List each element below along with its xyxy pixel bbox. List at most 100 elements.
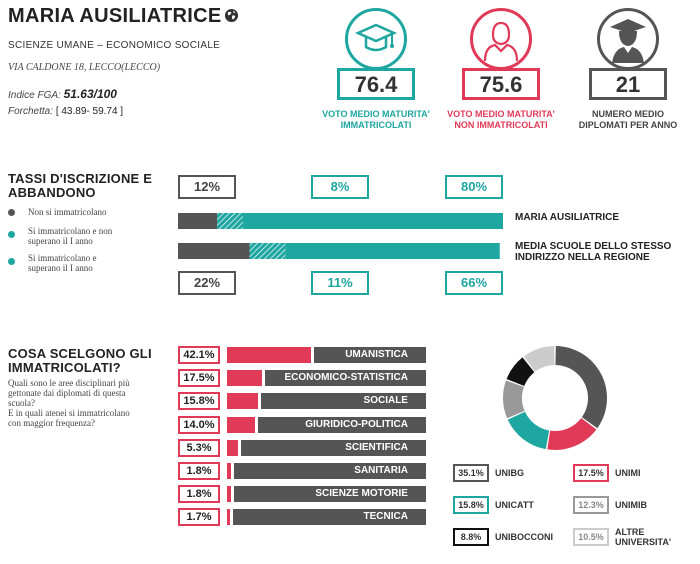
- donut-slice-unimi: [547, 417, 597, 451]
- universities-donut: [502, 346, 607, 451]
- school-bar-segment-not-enrolled: [178, 213, 217, 229]
- question1-line1: Quali sono le aree disciplinari più: [8, 378, 130, 388]
- legend-dropout: Si immatricolano e non superano il I ann…: [28, 226, 112, 246]
- question2-line2: con maggior frequenza?: [8, 418, 95, 428]
- university-label: UNICATT: [495, 500, 534, 510]
- area-pct: 1.7%: [178, 508, 220, 527]
- area-pct: 1.8%: [178, 485, 220, 504]
- region-bar-segment-not-enrolled: [178, 243, 250, 259]
- stat-label-line2: DIPLOMATI PER ANNO: [578, 120, 678, 130]
- region-pct-not-enrolled: 22%: [178, 271, 236, 295]
- graduation-cap-icon: [354, 23, 398, 52]
- fga-label: Indice FGA:: [8, 90, 61, 101]
- region-bar-segment-dropout: [249, 243, 286, 259]
- donut-slice-unicatt: [507, 411, 550, 450]
- enrollment-title-line1: TASSI D'ISCRIZIONE E: [8, 171, 153, 186]
- area-bar: [227, 486, 231, 503]
- area-label: ECONOMICO-STATISTICA: [264, 370, 426, 387]
- globe-icon[interactable]: [224, 8, 239, 23]
- legend-not-enrolled: Non si immatricolano: [28, 207, 107, 217]
- choices-question: Quali sono le aree disciplinari più gett…: [8, 378, 130, 428]
- school-pct-dropout: 8%: [311, 175, 369, 199]
- school-bar-segment-dropout: [217, 213, 243, 229]
- school-bar-label: MARIA AUSILIATRICE: [515, 212, 620, 223]
- area-label: SANITARIA: [233, 463, 426, 479]
- university-label: UNIMI: [615, 468, 641, 478]
- university-pct: 10.5%: [573, 528, 609, 546]
- university-pct: 8.8%: [453, 528, 489, 546]
- region-bar-label-line2: INDIRIZZO NELLA REGIONE: [515, 252, 650, 263]
- enrollment-title: TASSI D'ISCRIZIONE E ABBANDONO: [8, 172, 152, 200]
- region-bar-label-line1: MEDIA SCUOLE DELLO STESSO: [515, 241, 672, 252]
- legend-passed: Si immatricolano e superano il I anno: [28, 253, 96, 273]
- area-pct: 17.5%: [178, 369, 220, 388]
- legend-dot-dropout: [8, 231, 15, 238]
- choices-title-line1: COSA SCELGONO GLI: [8, 346, 152, 361]
- area-label: SOCIALE: [261, 393, 426, 410]
- stat-label-non-immatricolati: VOTO MEDIO MATURITA' NON IMMATRICOLATI: [431, 109, 571, 131]
- area-label: TECNICA: [233, 509, 426, 526]
- choices-title-line2: IMMATRICOLATI?: [8, 360, 121, 375]
- area-bar: [227, 439, 238, 456]
- stat-value-immatricolati: 76.4: [337, 68, 415, 100]
- stat-label-diplomati: NUMERO MEDIO DIPLOMATI PER ANNO: [558, 109, 698, 131]
- fga-index: Indice FGA: 51.63/100: [8, 87, 117, 101]
- area-pct: 42.1%: [178, 346, 220, 364]
- area-label: UMANISTICA: [313, 347, 426, 363]
- legend-dot-passed: [8, 258, 15, 265]
- donut-slice-unibg: [555, 346, 607, 429]
- region-stacked-bar: [178, 243, 500, 259]
- legend-dropout-line2: superano il I anno: [28, 236, 93, 246]
- area-pct: 1.8%: [178, 462, 220, 480]
- area-label: GIURIDICO-POLITICA: [257, 416, 426, 433]
- legend-passed-line2: superano il I anno: [28, 263, 93, 273]
- question1-line2: gettonate dai diplomati di questa: [8, 388, 126, 398]
- legend-passed-line1: Si immatricolano e: [28, 253, 97, 263]
- region-bar-segment-passed: [285, 243, 500, 259]
- forchetta-label: Forchetta:: [8, 106, 54, 117]
- university-label: UNIBG: [495, 468, 524, 478]
- fga-value: 51.63/100: [63, 87, 117, 101]
- school-pct-not-enrolled: 12%: [178, 175, 236, 199]
- region-pct-passed: 66%: [445, 271, 503, 295]
- stat-label-line2: NON IMMATRICOLATI: [454, 120, 548, 130]
- university-pct: 15.8%: [453, 496, 489, 514]
- legend-dot-not-enrolled: [8, 209, 15, 216]
- stat-value-diplomati: 21: [589, 68, 667, 100]
- stat-label-line1: VOTO MEDIO MATURITA': [322, 109, 430, 119]
- stat-value-non-immatricolati: 75.6: [462, 68, 540, 100]
- person-icon: [483, 21, 519, 62]
- question2-line1: E in quali atenei si immatricolano: [8, 408, 130, 418]
- university-pct: 12.3%: [573, 496, 609, 514]
- area-pct: 15.8%: [178, 392, 220, 411]
- university-label: ALTRE UNIVERSITA': [615, 527, 671, 547]
- universities-legend: 35.1% UNIBG 17.5% UNIMI 15.8% UNICATT 12.3% UNI…: [453, 464, 693, 554]
- area-bar: [227, 347, 311, 363]
- school-name: MARIA AUSILIATRICE: [8, 5, 222, 27]
- question1-line3: scuola?: [8, 398, 35, 408]
- stat-label-line2: IMMATRICOLATI: [340, 120, 412, 130]
- university-label: UNIBOCCONI: [495, 532, 553, 542]
- university-pct: 17.5%: [573, 464, 609, 482]
- area-pct: 5.3%: [178, 438, 220, 457]
- region-bar-label: MEDIA SCUOLE DELLO STESSO INDIRIZZO NELL…: [515, 241, 671, 263]
- area-bar: [227, 463, 231, 479]
- school-track: SCIENZE UMANE – ECONOMICO SOCIALE: [8, 40, 221, 51]
- area-bar: [227, 393, 259, 410]
- university-label: UNIMIB: [615, 500, 647, 510]
- donut-slice-unibocconi: [506, 357, 535, 386]
- stat-circle-non-immatricolati: [470, 8, 532, 70]
- school-pct-passed: 80%: [445, 175, 503, 199]
- stat-label-line1: VOTO MEDIO MATURITA': [447, 109, 555, 119]
- school-address: VIA CALDONE 18, LECCO(LECCO): [8, 62, 161, 73]
- stat-label-line1: NUMERO MEDIO: [592, 109, 664, 119]
- school-stacked-bar: [178, 213, 503, 229]
- stat-circle-immatricolati: [345, 8, 407, 70]
- legend-dropout-line1: Si immatricolano e non: [28, 226, 113, 236]
- donut-slice-altre: [523, 346, 555, 372]
- area-pct: 14.0%: [178, 415, 220, 434]
- graduate-icon: [610, 19, 646, 63]
- stat-circle-diplomati: [597, 8, 659, 70]
- university-pct: 35.1%: [453, 464, 489, 482]
- school-bar-segment-passed: [243, 213, 503, 229]
